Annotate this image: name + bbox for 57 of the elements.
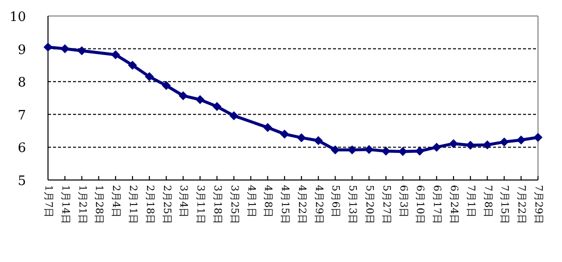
x-tick-label: 2月11日 bbox=[126, 185, 138, 224]
x-tick-label: 4月1日 bbox=[245, 185, 256, 218]
y-tick-label: 10 bbox=[9, 10, 26, 25]
x-tick-label: 3月18日 bbox=[211, 185, 222, 224]
y-tick-label: 5 bbox=[18, 174, 26, 189]
x-tick-label: 2月25日 bbox=[160, 185, 172, 224]
point bbox=[196, 95, 205, 104]
point bbox=[178, 91, 188, 100]
x-tick-label: 7月8日 bbox=[482, 185, 493, 218]
point bbox=[111, 50, 120, 60]
x-tick-label: 6月17日 bbox=[431, 185, 442, 224]
point bbox=[280, 130, 290, 139]
x-tick-label: 5月27日 bbox=[380, 185, 392, 224]
point bbox=[263, 123, 272, 132]
x-tick-label: 4月29日 bbox=[312, 185, 324, 224]
point bbox=[500, 137, 509, 146]
x-tick-label: 7月1日 bbox=[464, 185, 476, 218]
x-tick-label: 3月4日 bbox=[178, 185, 189, 218]
point bbox=[516, 135, 526, 144]
point bbox=[229, 111, 238, 120]
x-tick-label: 1月14日 bbox=[59, 185, 70, 224]
x-tick-label: 5月13日 bbox=[346, 185, 358, 224]
y-tick-label: 7 bbox=[18, 108, 26, 124]
point bbox=[296, 133, 306, 142]
x-tick-label: 1月28日 bbox=[93, 185, 104, 224]
point bbox=[144, 72, 154, 82]
x-tick-label: 6月24日 bbox=[448, 185, 460, 224]
point bbox=[534, 132, 542, 142]
x-tick-label: 5月6日 bbox=[330, 185, 341, 218]
point bbox=[77, 46, 86, 56]
x-tick-label: 1月7日 bbox=[42, 185, 54, 218]
point bbox=[162, 81, 171, 90]
x-tick-label: 4月15日 bbox=[279, 185, 290, 224]
x-tick-label: 6月3日 bbox=[397, 185, 408, 218]
x-tick-label: 2月4日 bbox=[110, 185, 122, 218]
x-tick-label: 3月25日 bbox=[228, 185, 240, 224]
x-tick-label: 4月8日 bbox=[262, 185, 274, 218]
point bbox=[44, 42, 52, 52]
point bbox=[128, 60, 137, 70]
x-tick-label: 4月22日 bbox=[296, 185, 307, 224]
point bbox=[314, 136, 323, 146]
point bbox=[212, 102, 222, 112]
x-tick-label: 2月18日 bbox=[144, 185, 155, 224]
y-tick-label: 9 bbox=[18, 42, 26, 58]
x-tick-label: 3月11日 bbox=[194, 185, 206, 224]
point bbox=[432, 142, 442, 152]
x-tick-label: 6月10日 bbox=[414, 185, 426, 224]
x-tick-label: 7月15日 bbox=[498, 185, 510, 224]
point bbox=[415, 146, 424, 156]
x-tick-label: 7月22日 bbox=[516, 185, 527, 224]
x-tick-label: 7月29日 bbox=[532, 185, 544, 224]
y-tick-label: 8 bbox=[18, 76, 26, 91]
y-tick-label: 6 bbox=[18, 141, 26, 156]
x-tick-label: 1月21日 bbox=[76, 185, 88, 224]
point bbox=[60, 44, 70, 54]
point bbox=[381, 146, 390, 156]
x-tick-label: 5月20日 bbox=[364, 185, 375, 224]
